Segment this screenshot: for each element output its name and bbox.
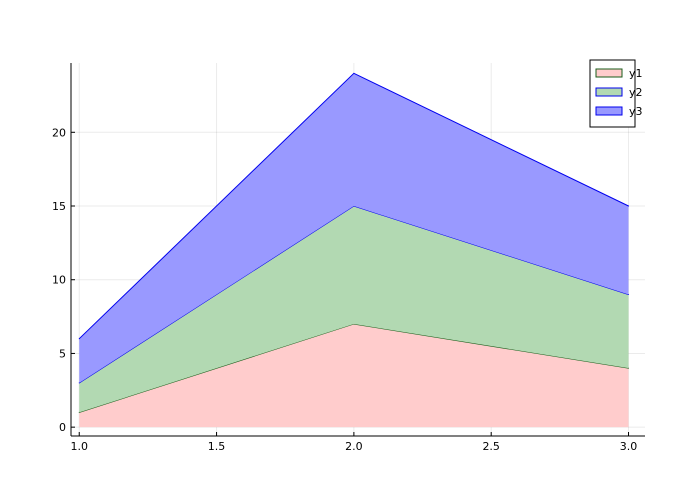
area-series [78, 72, 630, 428]
y-tick-label: 10 [52, 274, 66, 287]
legend-label-y2: y2 [629, 86, 643, 99]
y-tick-label: 0 [59, 421, 66, 434]
x-tick-label: 2.5 [482, 440, 500, 453]
legend-swatch-y2 [595, 87, 623, 97]
x-tick-label: 1.0 [70, 440, 88, 453]
legend-label-y3: y3 [629, 105, 643, 118]
x-tick-label: 2.0 [345, 440, 363, 453]
legend-swatch-y3 [595, 106, 623, 116]
legend-label-y1: y1 [629, 67, 643, 80]
area-y1 [79, 323, 629, 428]
x-tick-label: 3.0 [620, 440, 638, 453]
point-y3 [78, 338, 80, 340]
area-y3 [79, 73, 629, 383]
x-tick-label: 1.5 [208, 440, 226, 453]
y-tick-label: 5 [59, 347, 66, 360]
legend: y1 y2 y3 [589, 59, 643, 128]
point-y3 [628, 205, 630, 207]
area-y2 [79, 206, 629, 413]
axes: 1.0 1.5 2.0 2.5 3.0 0 5 10 15 20 [52, 63, 645, 453]
y-tick-label: 20 [52, 126, 66, 139]
point-y3 [353, 72, 355, 74]
legend-swatch-y1 [595, 68, 623, 78]
y-tick-label: 15 [52, 200, 66, 213]
